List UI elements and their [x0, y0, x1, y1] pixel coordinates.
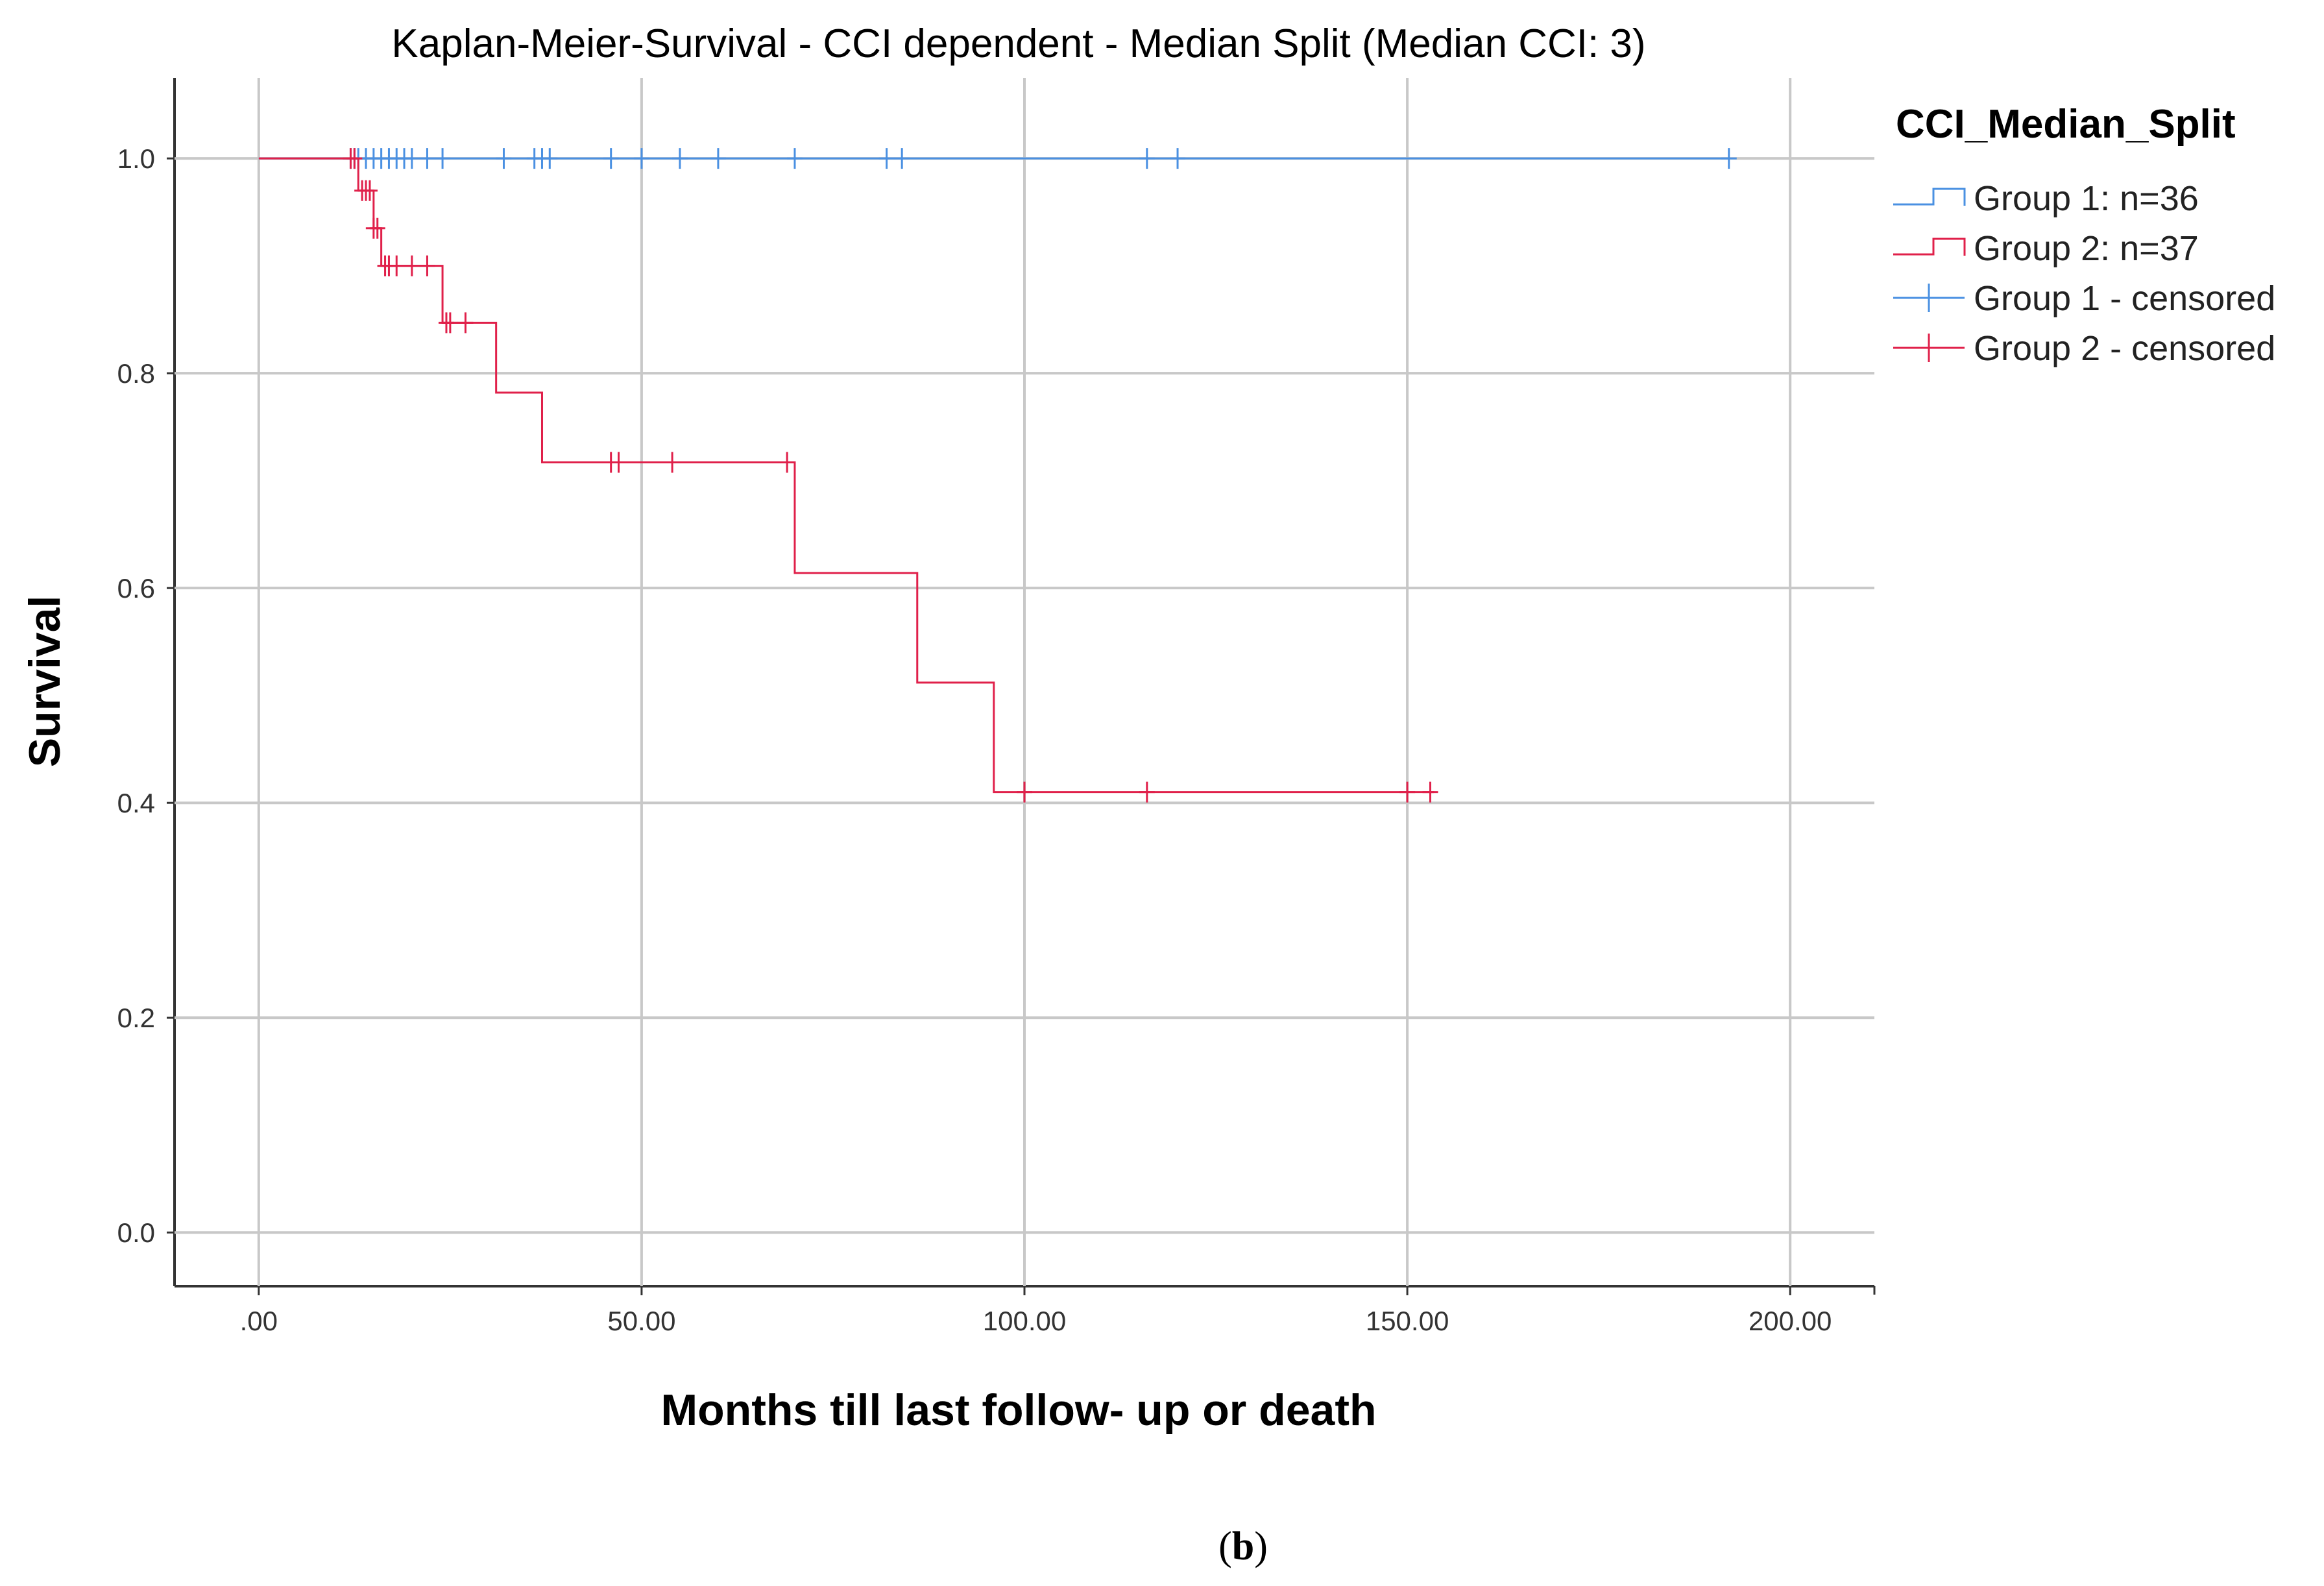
caption-open-paren: ( — [1218, 1524, 1232, 1568]
censor-mark-group-1 — [496, 148, 512, 169]
censor-mark-group-2 — [457, 312, 474, 334]
censor-mark-group-1 — [542, 148, 558, 169]
censor-mark-group-2 — [664, 452, 681, 473]
chart-title: Kaplan-Meier-Survival - CCI dependent - … — [391, 21, 1645, 66]
censor-mark-group-2 — [611, 452, 627, 473]
legend-entry-3: Group 1 - censored — [1893, 279, 2275, 318]
censor-mark-group-1 — [1139, 148, 1155, 169]
censor-mark-group-1 — [1170, 148, 1186, 169]
legend-entry-4: Group 2 - censored — [1893, 329, 2275, 368]
y-axis-title: Survival — [20, 596, 69, 768]
censor-mark-group-2 — [419, 255, 435, 276]
x-axis-ticks: .00 50.00 100.00 150.00 200.00 — [240, 1286, 1832, 1336]
x-tick-label: 200.00 — [1749, 1306, 1832, 1336]
figure-caption: (b) — [1218, 1524, 1268, 1568]
censor-mark-group-1 — [633, 148, 649, 169]
survival-step-line-group-2 — [258, 157, 1434, 794]
series-group-1 — [258, 148, 1737, 169]
legend-label: Group 2: n=37 — [1974, 229, 2199, 268]
censor-mark-group-1 — [786, 148, 803, 169]
censor-mark-group-1 — [672, 148, 688, 169]
legend: CCI_Median_Split Group 1: n=36 Group 2: n… — [1893, 102, 2275, 368]
y-tick-label: 0.4 — [117, 788, 155, 818]
caption-label: b — [1232, 1524, 1254, 1568]
y-tick-label: 0.2 — [117, 1003, 155, 1033]
survival-series — [258, 148, 1737, 803]
x-tick-label: .00 — [240, 1306, 278, 1336]
y-tick-label: 1.0 — [117, 143, 155, 174]
x-tick-label: 150.00 — [1366, 1306, 1449, 1336]
legend-entry-1: Group 1: n=36 — [1893, 179, 2199, 218]
x-axis-title: Months till last follow- up or death — [660, 1385, 1376, 1435]
legend-entries: Group 1: n=36 Group 2: n=37 Group 1 - cens… — [1893, 179, 2275, 368]
y-tick-label: 0.0 — [117, 1217, 155, 1248]
legend-step-symbol — [1893, 188, 1966, 206]
censor-mark-group-1 — [419, 148, 435, 169]
censor-mark-group-2 — [1422, 781, 1438, 803]
censor-mark-group-2 — [1399, 781, 1416, 803]
censor-mark-group-1 — [710, 148, 726, 169]
legend-label: Group 1 - censored — [1974, 279, 2275, 318]
censor-mark-group-1 — [435, 148, 451, 169]
censor-mark-group-1 — [1721, 148, 1737, 169]
y-axis-ticks: 0.0 0.2 0.4 0.6 0.8 1.0 — [117, 143, 175, 1248]
censor-mark-group-2 — [1139, 781, 1155, 803]
series-group-2 — [258, 148, 1438, 803]
y-tick-label: 0.6 — [117, 573, 155, 604]
censor-mark-group-2 — [346, 148, 363, 169]
censor-mark-group-1 — [603, 148, 619, 169]
censor-mark-group-2 — [404, 255, 420, 276]
legend-step-symbol — [1893, 238, 1966, 256]
grid-lines — [175, 78, 1874, 1286]
legend-title: CCI_Median_Split — [1896, 102, 2236, 147]
censor-mark-group-2 — [442, 312, 458, 334]
y-tick-label: 0.8 — [117, 358, 155, 389]
caption-close-paren: ) — [1254, 1524, 1268, 1568]
censor-mark-group-1 — [878, 148, 895, 169]
legend-entry-2: Group 2: n=37 — [1893, 229, 2199, 268]
censor-mark-group-2 — [779, 452, 795, 473]
legend-label: Group 1: n=36 — [1974, 179, 2199, 218]
censor-mark-group-1 — [894, 148, 910, 169]
censor-mark-group-1 — [404, 148, 420, 169]
x-tick-label: 50.00 — [607, 1306, 675, 1336]
censor-mark-group-2 — [361, 180, 378, 201]
legend-label: Group 2 - censored — [1974, 329, 2275, 368]
censor-mark-group-2 — [369, 217, 385, 239]
censor-mark-group-2 — [1017, 781, 1032, 803]
censor-mark-group-2 — [389, 255, 405, 276]
legend-censor-symbol — [1893, 284, 1965, 312]
x-tick-label: 100.00 — [983, 1306, 1066, 1336]
legend-censor-symbol — [1893, 334, 1965, 362]
